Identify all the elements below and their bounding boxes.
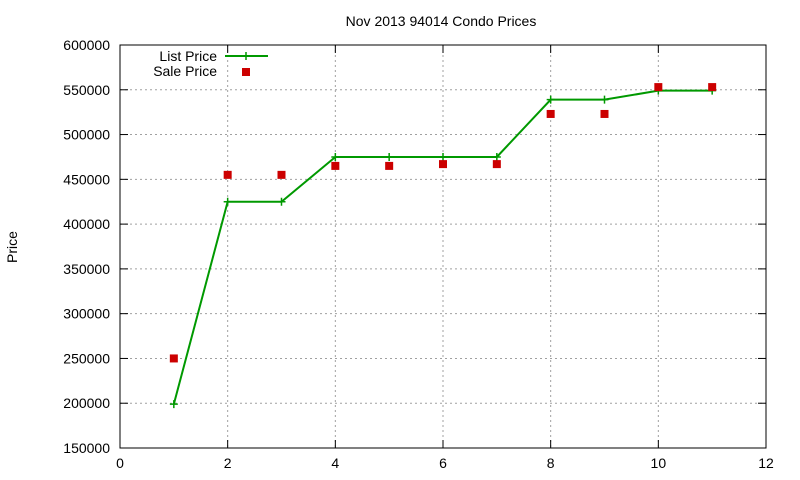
y-tick-label: 450000	[63, 171, 110, 187]
y-tick-label: 350000	[63, 261, 110, 277]
y-tick-label: 150000	[63, 440, 110, 456]
list-price-point	[385, 152, 394, 161]
x-tick-label: 12	[758, 455, 774, 471]
list-price-point	[277, 197, 286, 206]
y-tick-label: 500000	[63, 127, 110, 143]
sale-price-point	[492, 160, 501, 169]
sale-price-point	[708, 83, 717, 92]
legend-marker-sale-price	[242, 68, 250, 76]
list-price-point	[492, 152, 501, 161]
sale-price-point	[223, 170, 232, 179]
list-price-line	[172, 89, 713, 405]
sale-price-point	[277, 170, 286, 179]
legend-marker-list-price	[242, 52, 250, 60]
axis-ticks: 1500002000002500003000003500004000004500…	[63, 37, 774, 471]
sale-price-point	[331, 161, 340, 170]
y-tick-label: 250000	[63, 350, 110, 366]
sale-price-point	[600, 109, 609, 118]
legend-label-list-price: List Price	[159, 48, 217, 64]
x-tick-label: 0	[116, 455, 124, 471]
sale-price-point	[169, 354, 178, 363]
list-price-point	[169, 400, 178, 409]
list-price-point	[546, 95, 555, 104]
sale-price-point	[654, 83, 663, 92]
x-tick-label: 8	[547, 455, 555, 471]
y-tick-label: 400000	[63, 216, 110, 232]
x-tick-label: 2	[224, 455, 232, 471]
legend-label-sale-price: Sale Price	[153, 63, 217, 79]
y-tick-label: 200000	[63, 395, 110, 411]
series	[169, 83, 717, 409]
y-tick-label: 600000	[63, 37, 110, 53]
sale-price-point	[546, 109, 555, 118]
y-tick-label: 550000	[63, 82, 110, 98]
y-axis-label: Price	[4, 231, 20, 263]
sale-price-point	[385, 161, 394, 170]
list-price-point	[223, 197, 232, 206]
sale-price-point	[439, 160, 447, 169]
y-tick-label: 300000	[63, 306, 110, 322]
list-price-point	[600, 95, 609, 104]
x-tick-label: 10	[651, 455, 667, 471]
list-price-point	[439, 152, 447, 161]
x-tick-label: 6	[439, 455, 447, 471]
chart-title: Nov 2013 94014 Condo Prices	[346, 13, 537, 29]
x-tick-label: 4	[331, 455, 339, 471]
list-price-point	[331, 152, 340, 161]
grid	[120, 45, 766, 448]
